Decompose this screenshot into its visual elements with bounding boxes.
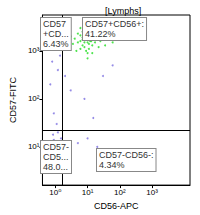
svg-text:10²: 10² <box>28 94 40 103</box>
svg-text:CD57-CD56-:: CD57-CD56-: <box>99 150 154 160</box>
svg-text:10⁰: 10⁰ <box>49 188 61 197</box>
svg-text:CD5...: CD5... <box>43 152 69 162</box>
svg-text:CD57: CD57 <box>43 19 66 29</box>
svg-text:48.0...: 48.0... <box>43 162 68 172</box>
svg-text:10¹: 10¹ <box>28 142 40 151</box>
svg-text:6.43%: 6.43% <box>43 39 69 49</box>
svg-text:10³: 10³ <box>146 188 158 197</box>
svg-text:10²: 10² <box>114 188 126 197</box>
svg-text:10³: 10³ <box>28 46 40 55</box>
svg-text:CD57+CD56+:: CD57+CD56+: <box>85 19 144 29</box>
svg-text:4.34%: 4.34% <box>99 160 125 170</box>
svg-text:+CD...: +CD... <box>43 29 69 39</box>
svg-text:CD57-: CD57- <box>43 142 69 152</box>
svg-text:[Lymphs]: [Lymphs] <box>105 6 141 16</box>
svg-text:CD57-FITC: CD57-FITC <box>8 77 18 124</box>
svg-text:41.22%: 41.22% <box>85 29 116 39</box>
svg-text:10¹: 10¹ <box>82 188 94 197</box>
svg-text:CD56-APC: CD56-APC <box>94 201 139 211</box>
